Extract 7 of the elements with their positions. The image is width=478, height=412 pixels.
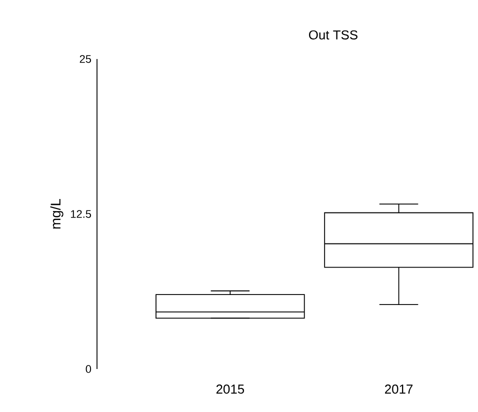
- x-tick-label: 2015: [216, 384, 244, 394]
- chart-title: Out TSS: [309, 30, 358, 40]
- y-tick-label: 25: [80, 55, 92, 63]
- x-tick-label: 2017: [385, 384, 413, 394]
- y-axis-title: mg/L: [50, 198, 64, 229]
- y-tick-label: 0: [86, 365, 92, 373]
- y-tick-label: 12.5: [70, 210, 92, 218]
